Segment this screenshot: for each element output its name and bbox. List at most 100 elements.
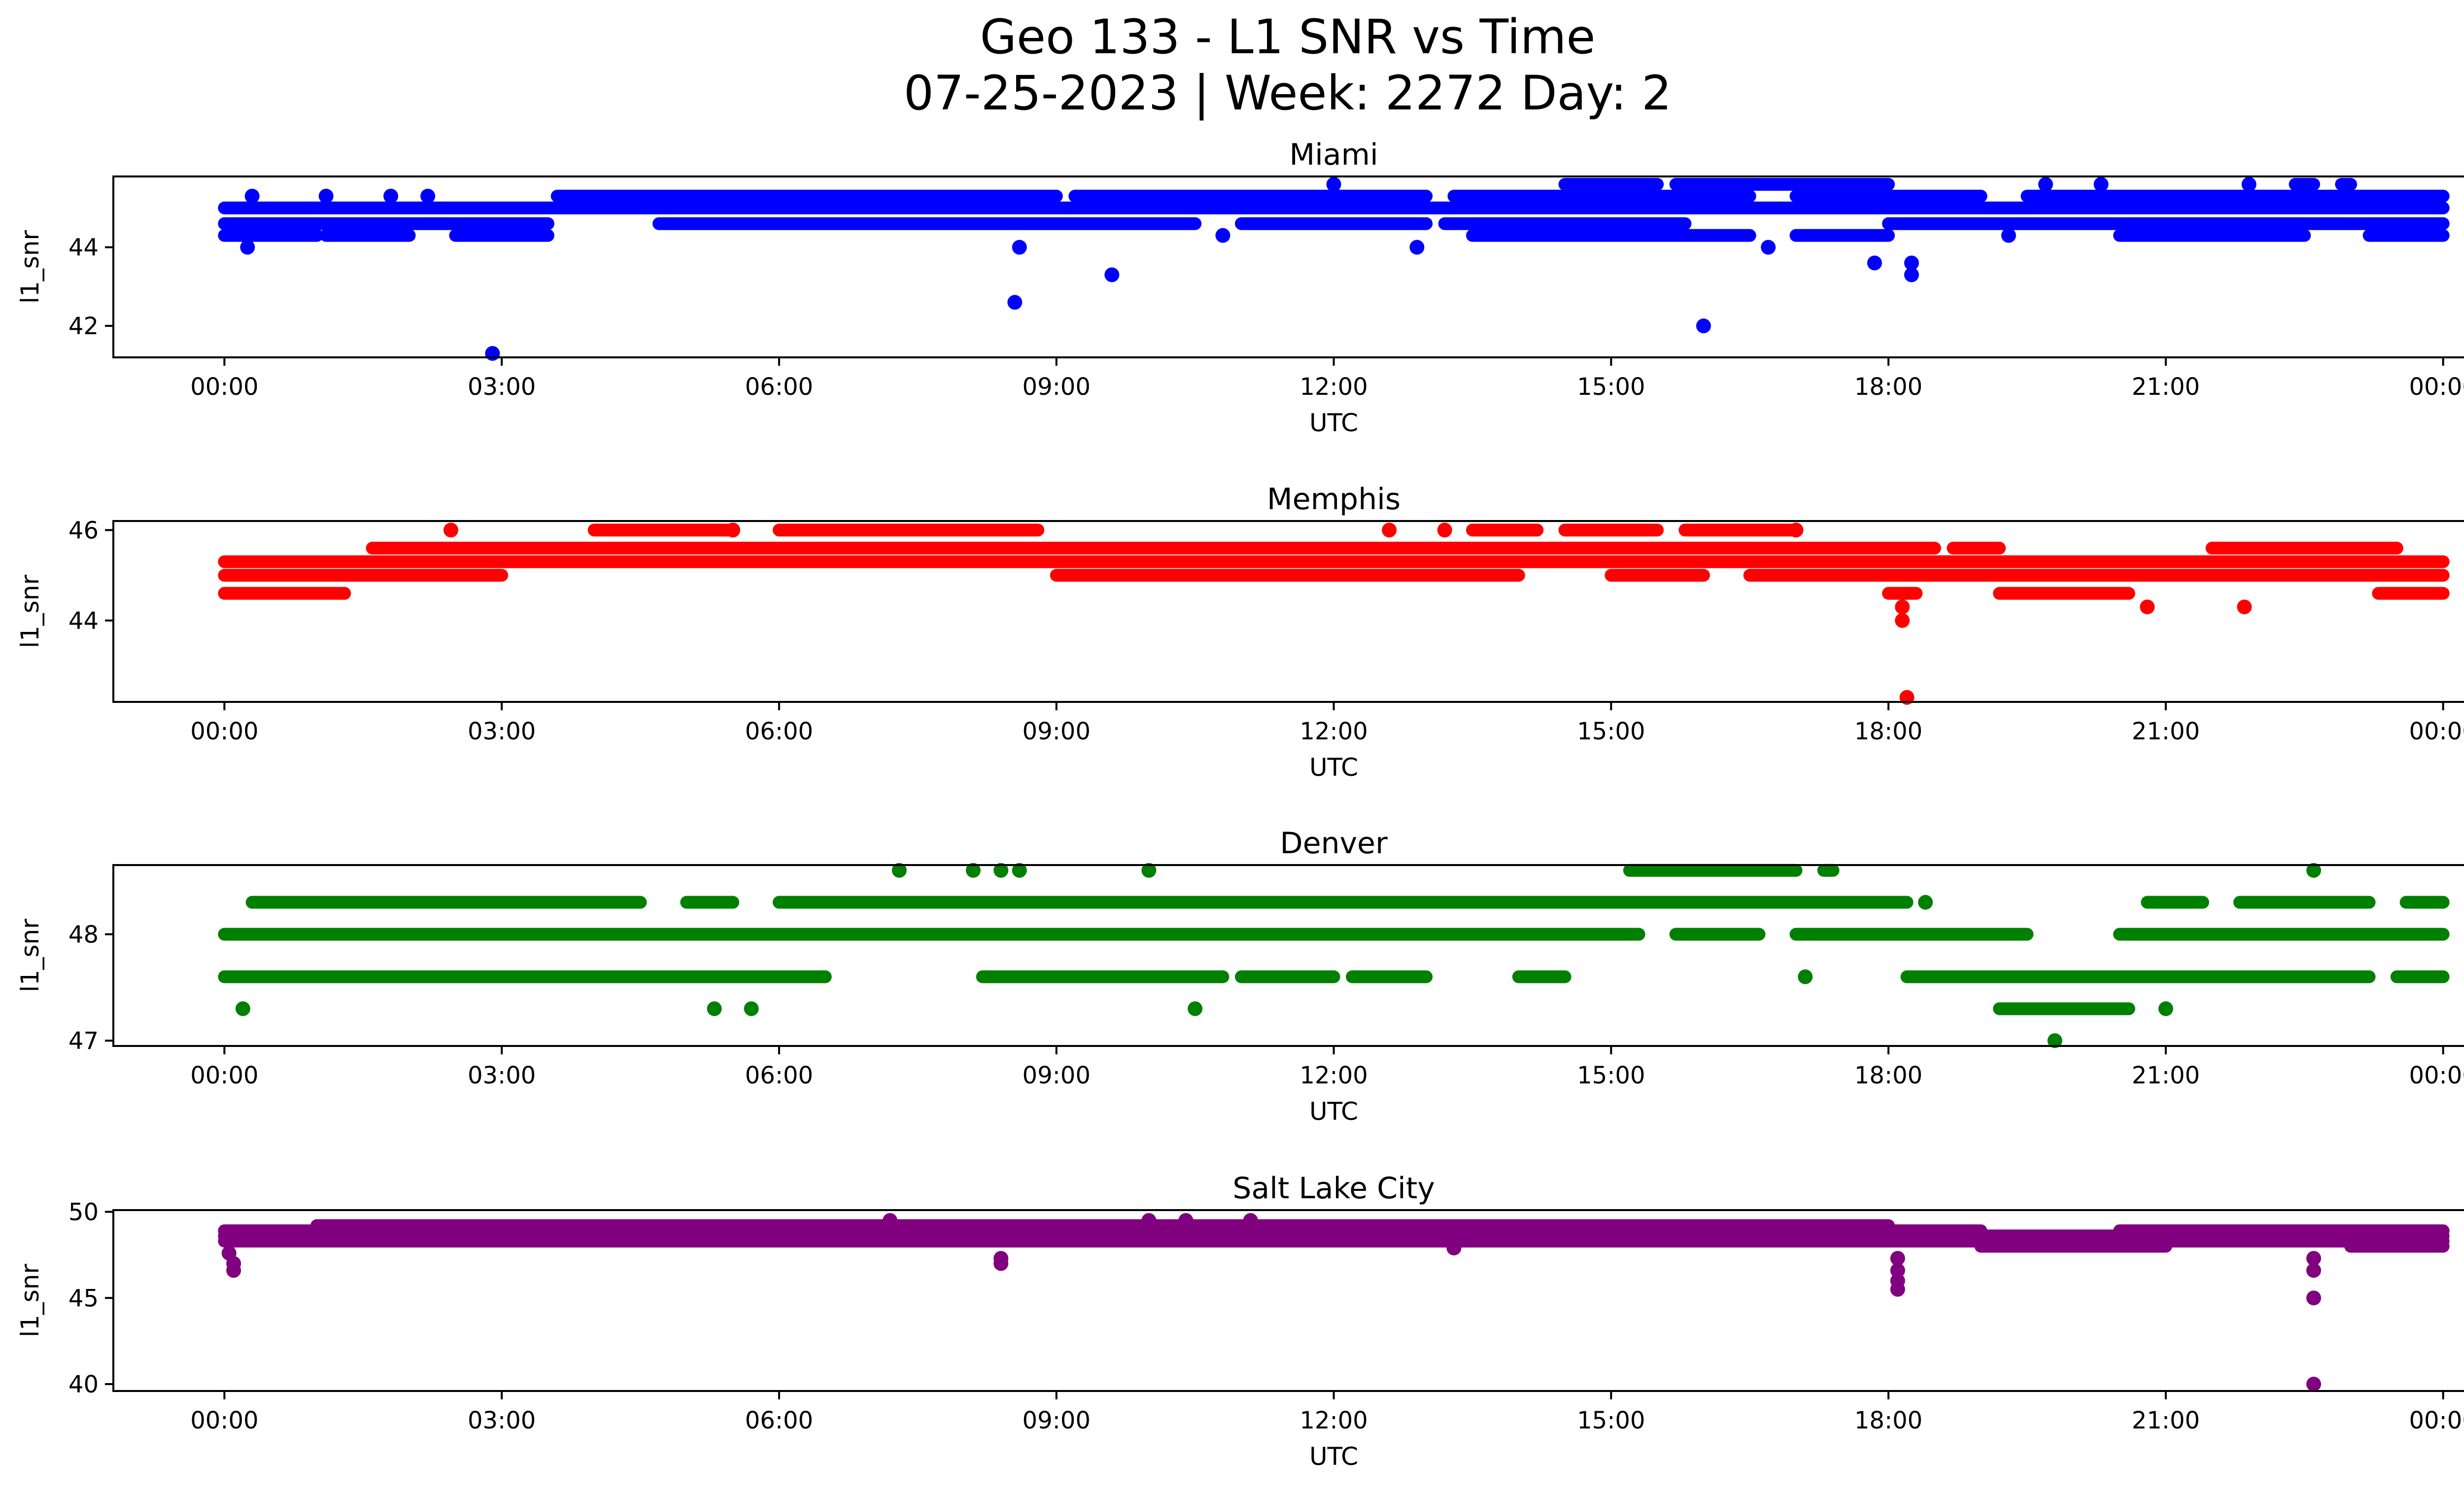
data-point xyxy=(1798,969,1813,984)
data-point xyxy=(891,863,907,878)
scatter-points xyxy=(218,1213,2450,1392)
scatter-points xyxy=(218,522,2450,705)
subplots: Miami 00:00 03:00 06:00 09:00 12:00 15:00 18:00… xyxy=(16,138,2464,1471)
data-point-run xyxy=(680,896,740,909)
subplot-title: Miami xyxy=(1289,138,1378,172)
data-point-run xyxy=(1050,569,1525,582)
data-point-run xyxy=(218,970,832,983)
data-point xyxy=(2306,1290,2322,1306)
data-point xyxy=(1904,255,1919,271)
data-point-run xyxy=(2372,587,2450,600)
data-point-run xyxy=(1346,970,1433,983)
data-point-run xyxy=(1789,928,2034,941)
data-point-run xyxy=(550,189,1063,203)
x-axis-label: UTC xyxy=(1309,1442,1358,1471)
data-point xyxy=(993,1256,1009,1271)
x-tick-label: 12:00 xyxy=(1300,1407,1368,1434)
data-point xyxy=(2306,1377,2322,1392)
data-point xyxy=(2093,176,2109,192)
data-point xyxy=(2140,599,2155,615)
data-point xyxy=(1104,267,1120,282)
data-point-run xyxy=(772,896,1914,909)
data-point-run xyxy=(1623,864,1803,877)
x-tick-label: 12:00 xyxy=(1300,718,1368,745)
data-point xyxy=(318,188,334,204)
y-tick-label: 48 xyxy=(68,921,99,948)
data-point xyxy=(2241,176,2257,192)
data-point xyxy=(443,522,458,538)
data-point xyxy=(244,188,260,204)
y-axis-label: l1_snr xyxy=(16,919,44,992)
data-point xyxy=(1890,1251,1905,1266)
data-point xyxy=(240,240,255,255)
data-point-run xyxy=(1669,928,1766,941)
data-point xyxy=(1188,1001,1203,1016)
subplot-salt-lake-city: Salt Lake City 00:00 03:00 06:00 09:00 12:00 1… xyxy=(16,1171,2464,1471)
data-point xyxy=(965,863,981,878)
data-point xyxy=(1895,613,1910,628)
data-point xyxy=(235,1001,250,1016)
data-point-run xyxy=(218,928,1645,941)
data-point-run xyxy=(310,1219,1895,1232)
data-point xyxy=(485,346,500,361)
data-point xyxy=(1904,267,1919,282)
data-point-run xyxy=(1512,970,1572,983)
x-tick-label: 09:00 xyxy=(1023,1407,1091,1434)
data-point-run xyxy=(218,229,323,242)
data-point xyxy=(1890,1263,1905,1278)
y-tick-label: 42 xyxy=(68,313,99,340)
data-point-run xyxy=(2289,177,2321,191)
scatter-points xyxy=(218,863,2450,1048)
x-tick-label: 03:00 xyxy=(468,1062,536,1089)
data-point-run xyxy=(218,569,509,582)
x-tick-label: 15:00 xyxy=(1577,718,1645,745)
data-point-run xyxy=(772,523,1045,537)
data-point-run xyxy=(976,970,1230,983)
data-point xyxy=(1446,1240,1462,1255)
data-point-run xyxy=(2205,542,2403,555)
x-tick-label: 21:00 xyxy=(2132,373,2200,401)
x-tick-label: 06:00 xyxy=(745,718,813,745)
x-tick-label: 00:00 xyxy=(2409,373,2464,401)
subplot-denver: Denver 00:00 03:00 06:00 09:00 12:00 15:00 18:0… xyxy=(16,826,2464,1126)
data-point xyxy=(1437,522,1452,538)
y-axis-label: l1_snr xyxy=(16,1264,44,1337)
x-tick-label: 00:00 xyxy=(2409,1407,2464,1434)
data-point-run xyxy=(1882,587,1923,600)
data-point-run xyxy=(449,229,554,242)
data-point-run xyxy=(1993,587,2135,600)
x-tick-label: 15:00 xyxy=(1577,1407,1645,1434)
data-point xyxy=(744,1001,759,1016)
x-tick-label: 12:00 xyxy=(1300,1062,1368,1089)
y-tick-label: 46 xyxy=(68,517,99,544)
data-point xyxy=(383,188,399,204)
data-point-run xyxy=(1743,569,2450,582)
figure-title-line1: Geo 133 - L1 SNR vs Time xyxy=(980,9,1596,65)
x-axis-label: UTC xyxy=(1309,753,1358,782)
data-point-run xyxy=(1234,217,1433,230)
x-tick-label: 03:00 xyxy=(468,718,536,745)
data-point-run xyxy=(2362,229,2450,242)
x-tick-label: 00:00 xyxy=(2409,1062,2464,1089)
data-point xyxy=(1895,599,1910,615)
data-point-run xyxy=(2390,970,2450,983)
data-point-run xyxy=(1447,189,1756,203)
data-point-run xyxy=(652,217,1202,230)
data-point-run xyxy=(366,542,1941,555)
x-tick-label: 21:00 xyxy=(2132,1062,2200,1089)
x-tick-label: 15:00 xyxy=(1577,373,1645,401)
data-point-run xyxy=(1900,970,2376,983)
plot-frame xyxy=(112,864,2464,1047)
data-point xyxy=(1012,240,1027,255)
data-point xyxy=(2047,1033,2062,1048)
data-point-run xyxy=(1947,542,2006,555)
data-point-run xyxy=(218,555,2450,568)
x-axis-label: UTC xyxy=(1309,409,1358,437)
data-point xyxy=(1918,895,1933,910)
data-point xyxy=(1382,522,1397,538)
data-point-run xyxy=(587,523,740,537)
subplot-title: Denver xyxy=(1280,826,1388,861)
subplot-miami: Miami 00:00 03:00 06:00 09:00 12:00 15:00 18:00… xyxy=(16,138,2464,437)
data-point xyxy=(1215,228,1231,243)
data-point xyxy=(883,1213,898,1228)
